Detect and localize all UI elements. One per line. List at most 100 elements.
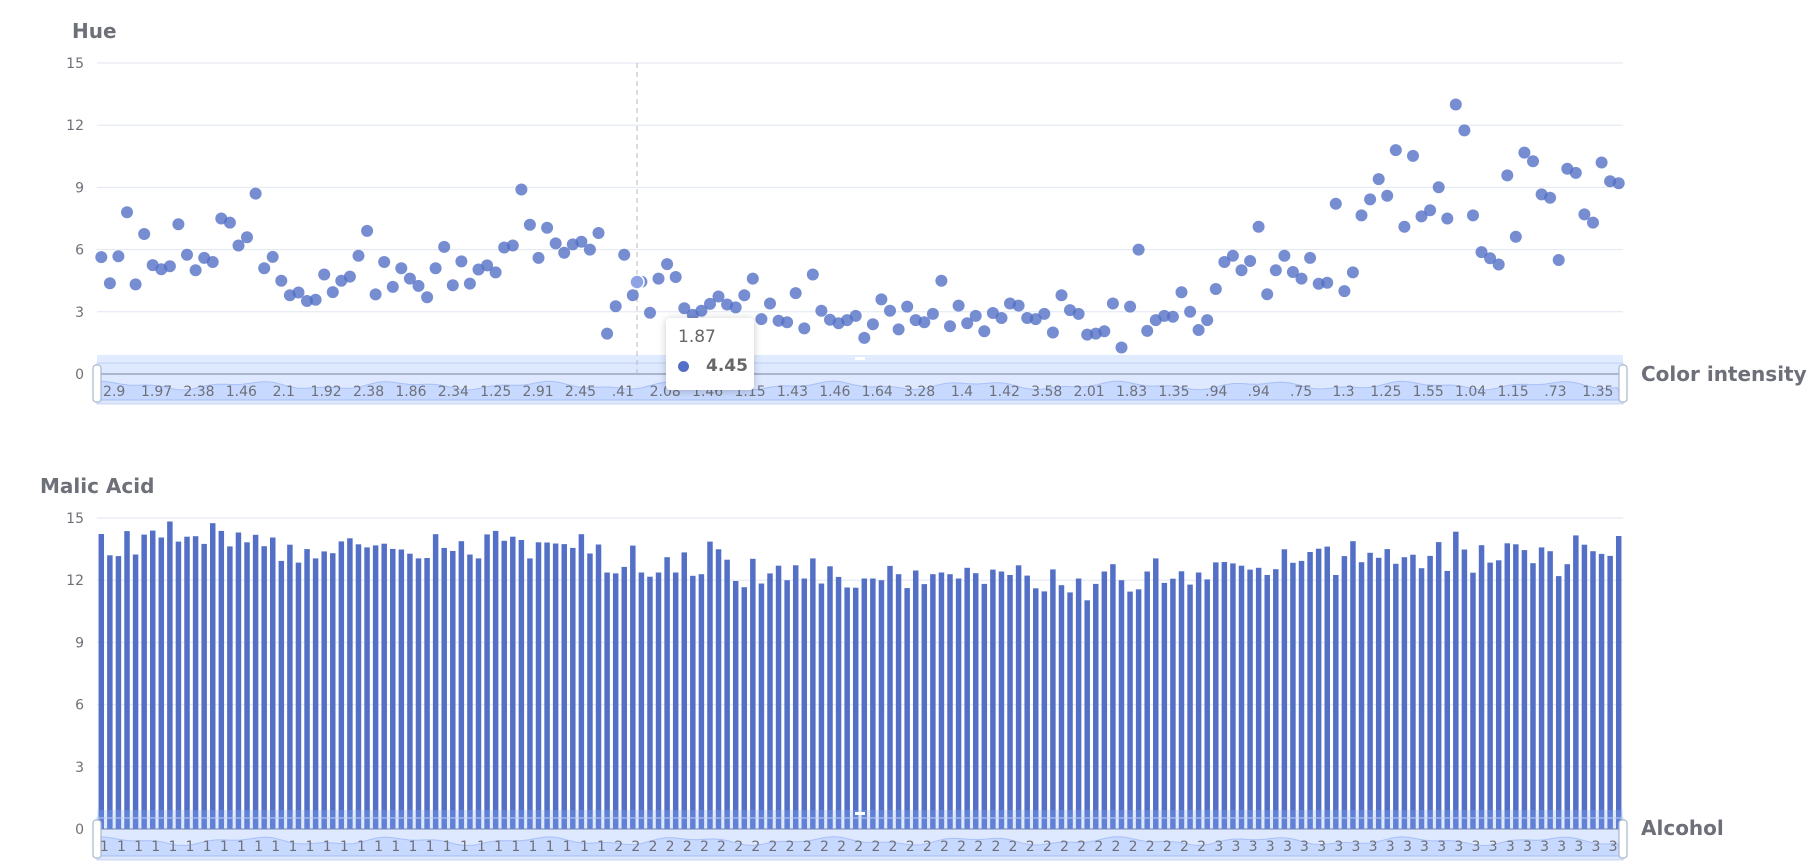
bar[interactable]: [184, 536, 190, 829]
bar[interactable]: [818, 583, 825, 830]
data-point[interactable]: [1475, 246, 1488, 259]
data-point[interactable]: [609, 300, 622, 313]
bar[interactable]: [1453, 531, 1459, 829]
bar[interactable]: [544, 542, 550, 830]
data-point[interactable]: [575, 235, 588, 248]
bar[interactable]: [775, 565, 782, 829]
bar[interactable]: [227, 546, 233, 829]
data-point[interactable]: [789, 287, 802, 300]
bar[interactable]: [1521, 550, 1528, 829]
data-point[interactable]: [266, 250, 279, 263]
data-point[interactable]: [978, 325, 991, 338]
bar[interactable]: [364, 547, 370, 829]
data-point[interactable]: [163, 260, 176, 273]
bar[interactable]: [1581, 544, 1588, 829]
bar[interactable]: [501, 540, 507, 829]
bar[interactable]: [535, 542, 542, 829]
data-point[interactable]: [1278, 249, 1291, 262]
bar[interactable]: [510, 536, 516, 829]
bar[interactable]: [1538, 547, 1545, 829]
bar[interactable]: [578, 534, 585, 829]
data-point[interactable]: [1449, 98, 1462, 111]
data-point[interactable]: [523, 218, 536, 231]
data-point[interactable]: [515, 183, 528, 196]
data-point[interactable]: [806, 268, 819, 281]
bar[interactable]: [1101, 571, 1108, 830]
bar[interactable]: [1393, 563, 1399, 829]
data-point[interactable]: [549, 237, 562, 250]
data-point[interactable]: [935, 274, 948, 287]
bar[interactable]: [964, 567, 970, 829]
data-point[interactable]: [1304, 251, 1317, 264]
bar[interactable]: [518, 540, 525, 829]
hue-datazoom-slider[interactable]: [92, 355, 1628, 405]
data-point[interactable]: [532, 251, 545, 264]
data-point[interactable]: [438, 240, 451, 253]
data-point[interactable]: [1355, 209, 1368, 222]
data-point[interactable]: [103, 277, 116, 290]
data-point[interactable]: [1252, 220, 1265, 233]
data-point[interactable]: [1166, 310, 1179, 323]
bar[interactable]: [218, 530, 225, 829]
bar[interactable]: [1598, 553, 1605, 829]
bar[interactable]: [398, 549, 405, 830]
data-point[interactable]: [1492, 258, 1505, 271]
data-point[interactable]: [395, 262, 408, 275]
data-point[interactable]: [95, 251, 108, 264]
bar[interactable]: [475, 558, 482, 829]
bar[interactable]: [355, 544, 362, 829]
data-point[interactable]: [1424, 204, 1437, 217]
bar[interactable]: [758, 583, 765, 830]
bar[interactable]: [527, 558, 533, 829]
data-point[interactable]: [601, 327, 614, 340]
bar[interactable]: [1075, 578, 1082, 830]
bar[interactable]: [141, 534, 147, 829]
data-point[interactable]: [944, 320, 956, 333]
data-point[interactable]: [781, 316, 794, 329]
bar[interactable]: [149, 530, 156, 829]
data-point[interactable]: [1329, 197, 1342, 210]
bar[interactable]: [1195, 572, 1202, 830]
bar[interactable]: [441, 547, 447, 829]
data-point[interactable]: [712, 290, 725, 303]
data-point[interactable]: [1381, 189, 1394, 202]
zoom-left-handle[interactable]: [92, 819, 102, 859]
bar[interactable]: [612, 573, 619, 829]
bar[interactable]: [201, 543, 207, 829]
data-point[interactable]: [429, 262, 442, 275]
bar[interactable]: [1341, 556, 1348, 829]
bar[interactable]: [1281, 549, 1288, 829]
bar[interactable]: [484, 534, 490, 829]
data-point[interactable]: [326, 286, 339, 299]
bar[interactable]: [715, 549, 722, 829]
bar[interactable]: [1590, 551, 1596, 829]
data-point[interactable]: [1038, 307, 1051, 320]
bar[interactable]: [998, 571, 1005, 830]
data-point[interactable]: [1441, 212, 1454, 225]
data-point[interactable]: [1012, 299, 1025, 312]
bar[interactable]: [681, 552, 687, 829]
bar[interactable]: [1298, 560, 1305, 829]
malic-acid-datazoom-slider[interactable]: [92, 810, 1628, 861]
data-point[interactable]: [1372, 173, 1385, 186]
data-point[interactable]: [378, 256, 391, 268]
zoom-left-handle[interactable]: [92, 364, 102, 403]
data-point[interactable]: [1055, 289, 1068, 302]
bar[interactable]: [415, 558, 422, 829]
bar[interactable]: [1290, 562, 1296, 829]
data-point[interactable]: [275, 274, 288, 287]
bar[interactable]: [810, 558, 816, 829]
data-point[interactable]: [1389, 144, 1402, 157]
bar[interactable]: [912, 570, 919, 830]
bar[interactable]: [981, 583, 988, 829]
bar[interactable]: [638, 572, 645, 830]
bar[interactable]: [827, 566, 833, 829]
data-point[interactable]: [798, 322, 811, 335]
bar[interactable]: [724, 559, 730, 829]
data-point[interactable]: [866, 318, 879, 331]
data-point[interactable]: [1595, 156, 1608, 169]
data-point[interactable]: [678, 302, 691, 315]
bar[interactable]: [1213, 562, 1219, 829]
bar[interactable]: [158, 537, 165, 830]
bar[interactable]: [561, 544, 567, 829]
